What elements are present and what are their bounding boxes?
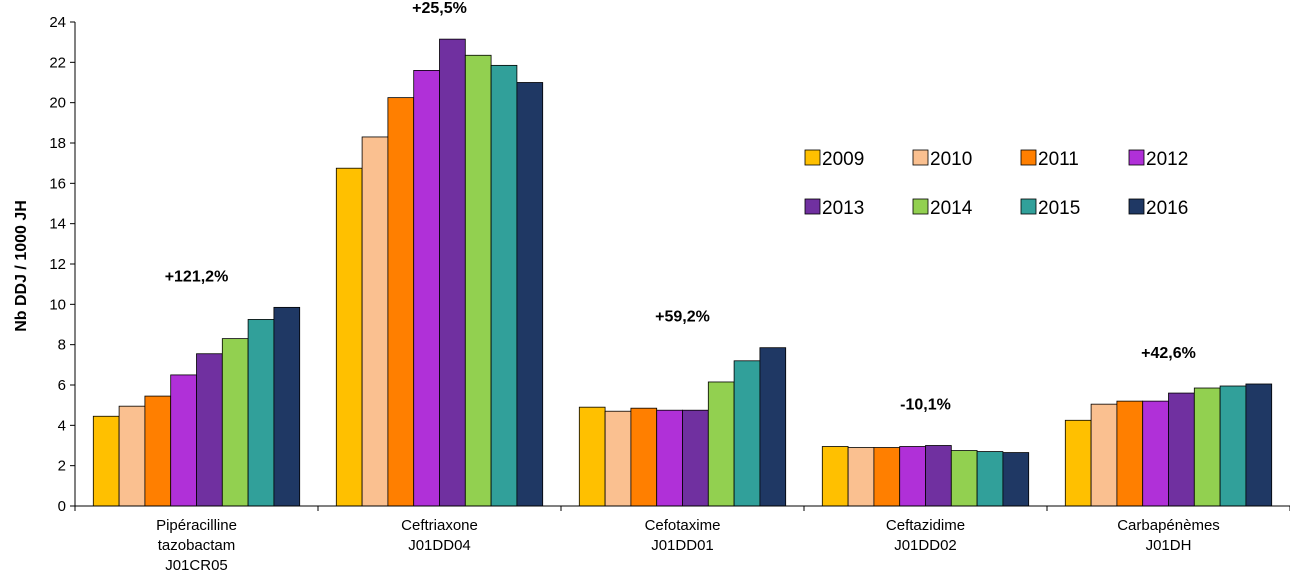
- y-axis-label: Nb DDJ / 1000 JH: [13, 200, 30, 332]
- bar-2010-cat-4: [1090, 403, 1118, 507]
- bar-2016-cat-2: [759, 347, 787, 507]
- percent-change-label: +59,2%: [655, 309, 710, 326]
- legend-label-2010: 2010: [930, 149, 972, 170]
- y-tick-label: 22: [49, 54, 66, 71]
- bar-2015-cat-1: [490, 64, 518, 507]
- percent-change-label: +121,2%: [165, 268, 229, 285]
- bar-2009-cat-0: [92, 415, 120, 507]
- bar-2012-cat-0: [170, 374, 197, 507]
- bar-2013-cat-3: [925, 445, 952, 507]
- bar-2009-cat-2: [578, 406, 606, 507]
- percent-change-label: +42,6%: [1141, 345, 1196, 362]
- x-category-label: Cefotaxime J01DD01: [645, 517, 721, 554]
- bar-2015-cat-0: [247, 319, 275, 507]
- bar-2014-cat-1: [464, 54, 492, 507]
- legend-label-2009: 2009: [822, 149, 864, 170]
- bar-2011-cat-0: [144, 395, 172, 507]
- bar-2010-cat-3: [847, 447, 875, 507]
- percent-change-label: -10,1%: [900, 397, 951, 414]
- legend-swatch-2010: [912, 149, 929, 166]
- legend-label-2014: 2014: [930, 198, 973, 219]
- legend-label-2013: 2013: [822, 198, 864, 219]
- x-category-label: Ceftazidime J01DD02: [886, 517, 965, 554]
- bar-2015-cat-4: [1219, 385, 1247, 507]
- x-category-label: Pipéracilline tazobactam J01CR05: [156, 517, 237, 574]
- y-tick-label: 18: [49, 135, 66, 152]
- legend-swatch-2016: [1128, 198, 1145, 215]
- bar-2011-cat-4: [1116, 400, 1144, 507]
- legend-swatch-2012: [1128, 149, 1145, 166]
- y-tick-label: 0: [58, 498, 66, 515]
- bar-2011-cat-3: [873, 447, 901, 507]
- y-tick-label: 20: [49, 95, 66, 112]
- bar-2013-cat-4: [1168, 392, 1195, 507]
- y-tick-label: 14: [49, 216, 66, 233]
- legend-label-2012: 2012: [1146, 149, 1188, 170]
- legend-label-2015: 2015: [1038, 198, 1080, 219]
- legend-swatch-2014: [912, 198, 929, 215]
- x-category-label: Carbapénèmes J01DH: [1117, 517, 1220, 554]
- legend-swatch-2011: [1020, 149, 1037, 166]
- bars-group: [92, 38, 1273, 507]
- annotations-group: +121,2% +25,5% +59,2% -10,1% +42,6%: [165, 0, 1196, 413]
- bar-2010-cat-1: [361, 136, 389, 507]
- y-tick-label: 4: [58, 417, 66, 434]
- y-tick-label: 2: [58, 458, 66, 475]
- bar-2016-cat-3: [1002, 452, 1030, 507]
- y-tick-label: 8: [58, 337, 66, 354]
- bar-2012-cat-3: [899, 446, 926, 507]
- bar-2011-cat-1: [387, 97, 415, 507]
- legend-swatch-2013: [804, 198, 821, 215]
- bar-2015-cat-2: [733, 360, 761, 507]
- bar-2014-cat-4: [1193, 387, 1221, 507]
- bar-2009-cat-3: [821, 446, 849, 507]
- bar-2013-cat-1: [439, 38, 466, 507]
- bar-2014-cat-0: [221, 338, 249, 507]
- bar-2009-cat-1: [335, 167, 363, 507]
- y-tick-label: 10: [49, 296, 66, 313]
- legend-label-2011: 2011: [1038, 149, 1079, 170]
- bar-2012-cat-2: [656, 409, 683, 507]
- bar-2010-cat-0: [118, 405, 146, 507]
- bar-2014-cat-3: [950, 450, 978, 507]
- bar-2013-cat-2: [682, 409, 709, 507]
- y-tick-label: 24: [49, 14, 66, 31]
- legend: 2009 2010 2011 2012 2013 2014 2015 2016: [804, 149, 1188, 219]
- bar-2014-cat-2: [707, 381, 735, 507]
- bar-2009-cat-4: [1064, 419, 1092, 507]
- x-category-label: Ceftriaxone J01DD04: [401, 517, 478, 554]
- legend-label-2016: 2016: [1146, 198, 1188, 219]
- bar-2013-cat-0: [196, 353, 223, 507]
- bar-2012-cat-1: [413, 70, 440, 507]
- legend-swatch-2009: [804, 149, 821, 166]
- bar-2015-cat-3: [976, 451, 1004, 507]
- bar-2010-cat-2: [604, 410, 632, 507]
- y-tick-label: 12: [49, 256, 66, 273]
- bar-2016-cat-1: [516, 82, 544, 507]
- y-tick-label: 6: [58, 377, 66, 394]
- bar-2012-cat-4: [1142, 400, 1169, 507]
- bar-2016-cat-4: [1245, 383, 1273, 507]
- legend-swatch-2015: [1020, 198, 1037, 215]
- bar-2016-cat-0: [273, 306, 301, 507]
- bar-2011-cat-2: [630, 407, 658, 507]
- percent-change-label: +25,5%: [412, 0, 467, 17]
- y-tick-label: 16: [49, 175, 66, 192]
